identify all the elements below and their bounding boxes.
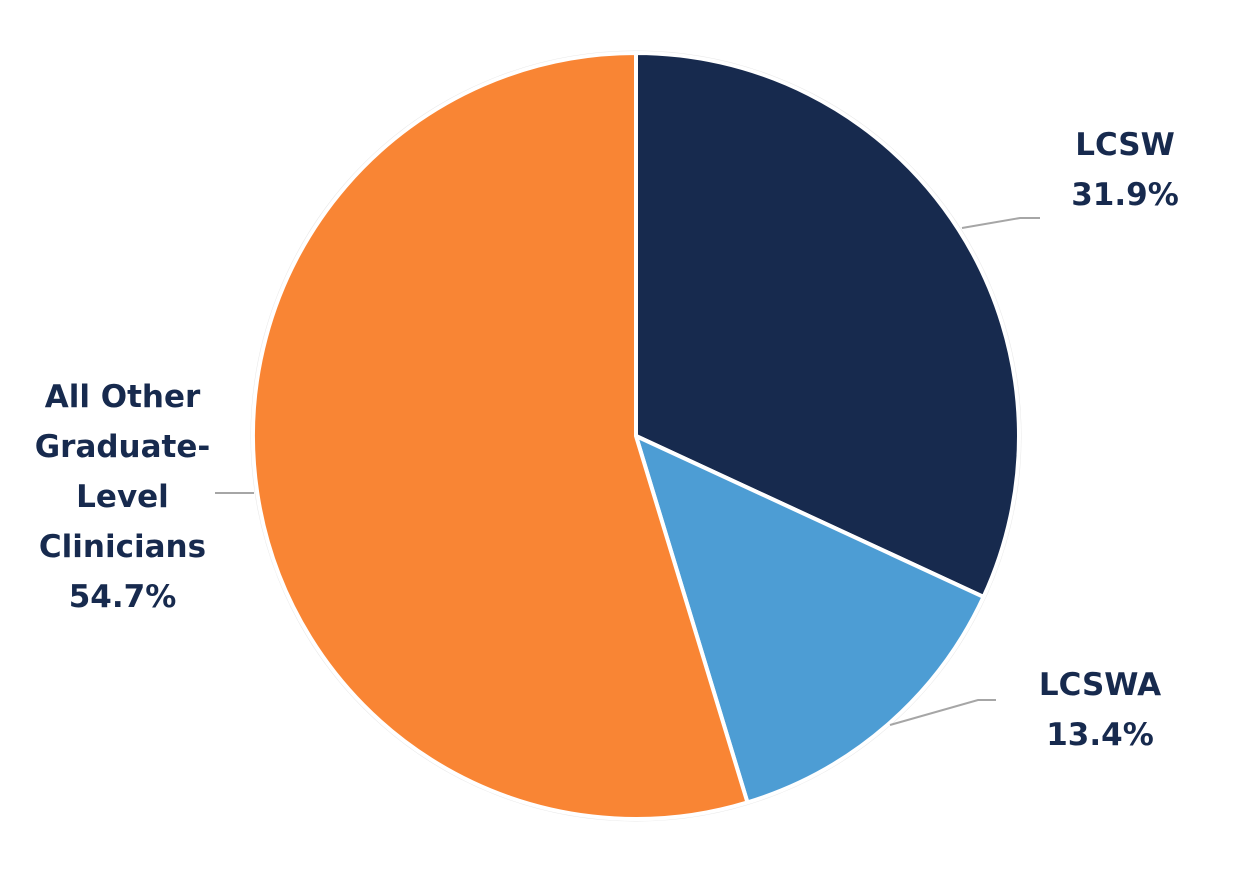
- label-category: LCSWA: [1038, 667, 1162, 703]
- data-label: LCSW 31.9%: [1020, 120, 1230, 220]
- pie-slice: [251, 51, 750, 821]
- data-label: All Other Graduate-Level Clinicians 54.7%: [10, 372, 235, 622]
- label-category: All Other Graduate-Level Clinicians: [34, 379, 211, 565]
- pie-slice: [634, 434, 986, 805]
- label-category: LCSW: [1075, 127, 1175, 163]
- label-value: 13.4%: [1046, 717, 1154, 753]
- data-label: LCSWA 13.4%: [990, 660, 1210, 760]
- label-value: 54.7%: [68, 579, 177, 615]
- pie-slice: [634, 51, 1021, 599]
- leader-line: [961, 217, 1040, 229]
- label-value: 31.9%: [1071, 177, 1179, 213]
- leader-line: [889, 699, 996, 726]
